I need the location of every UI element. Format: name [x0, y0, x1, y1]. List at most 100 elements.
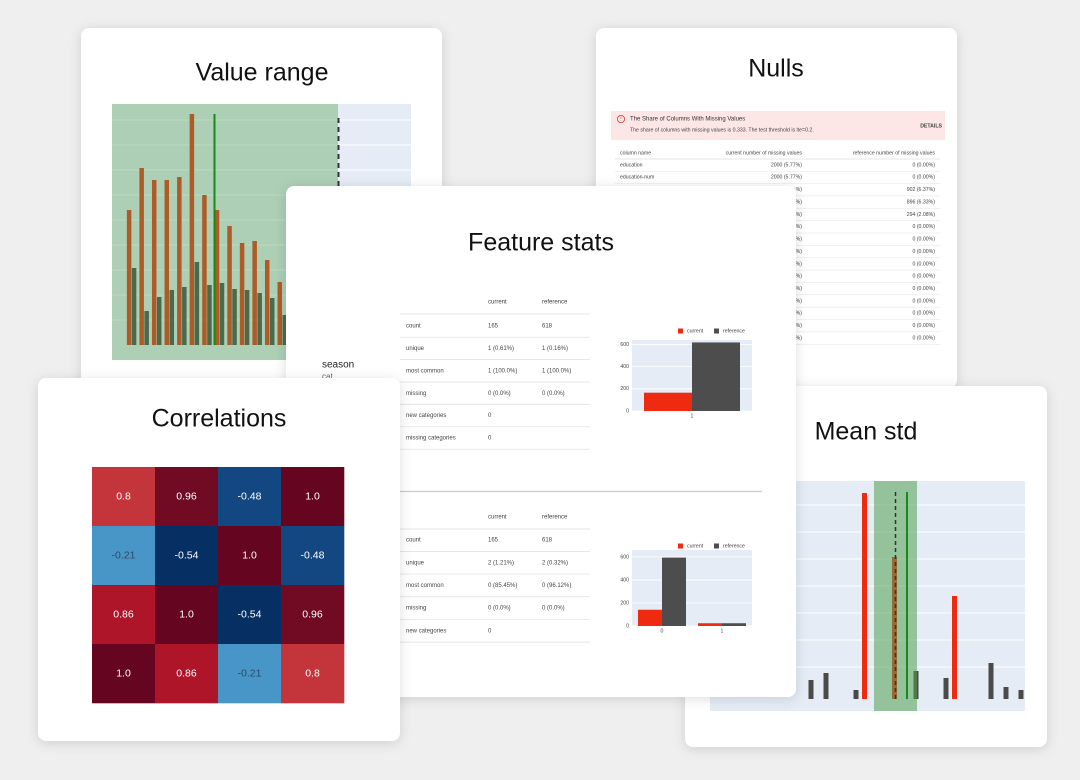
y-tick-label: 400 [620, 364, 629, 370]
column-header: reference [542, 300, 568, 306]
table-cell: %) [796, 335, 803, 341]
heatmap-cell [92, 526, 156, 586]
card-title: Correlations [152, 405, 287, 433]
cell-label: -0.48 [238, 490, 262, 502]
card-title: Value range [196, 59, 329, 87]
alert-icon-text: ! [620, 117, 621, 123]
bar [219, 283, 225, 345]
cell-label: -0.21 [238, 667, 262, 679]
table-cell: 618 [542, 538, 553, 544]
table-cell: %) [796, 237, 803, 243]
cell-label: -0.21 [112, 549, 136, 561]
legend-label: reference [723, 328, 745, 334]
table-cell: %) [796, 274, 803, 280]
card-title: Mean std [815, 418, 918, 446]
table-cell: 0 (96.12%) [542, 583, 571, 589]
bar [131, 268, 137, 345]
table-cell: missing [406, 391, 426, 397]
table-cell: 896 (6.33%) [907, 199, 936, 205]
bar [156, 297, 162, 345]
table-cell: 0 (0.00%) [913, 224, 936, 230]
table-cell: 1 (0.16%) [542, 346, 568, 352]
legend-label: current [687, 543, 704, 549]
table-cell: 2 (0.32%) [542, 560, 568, 566]
bar [139, 168, 144, 345]
bar [194, 262, 200, 345]
table-cell: %) [796, 199, 803, 205]
heatmap-cell [218, 644, 282, 704]
table-cell: 0 [488, 628, 492, 634]
y-tick-label: 600 [620, 342, 629, 348]
cell-label: 0.8 [116, 490, 131, 502]
heatmap-cell [155, 644, 219, 704]
heatmap-cell [218, 585, 282, 645]
bar [277, 282, 283, 345]
heatmap-cell [155, 585, 219, 645]
heatmap-cell [281, 585, 345, 645]
column-header: current [488, 515, 507, 521]
heatmap-cell [281, 467, 345, 527]
std-band [874, 481, 917, 711]
legend-swatch [678, 543, 683, 549]
y-tick-label: 0 [626, 623, 629, 629]
column-header: reference [542, 515, 568, 521]
bar [1003, 687, 1009, 699]
feature-stats-content: current reference count 165 618 unique 1 (0.61… [400, 300, 752, 643]
bar [264, 260, 270, 345]
table-cell: 2000 (5.77%) [771, 162, 802, 168]
table-cell: count [406, 538, 421, 544]
table-cell: missing categories [406, 436, 456, 442]
bar [952, 596, 957, 699]
table-cell: 0 (0.00%) [913, 274, 936, 280]
bar [252, 241, 257, 345]
column-header: current [488, 300, 507, 306]
bar [269, 298, 275, 345]
table-cell: 0 (0.00%) [913, 237, 936, 243]
heatmap-cell [281, 644, 345, 704]
table-cell: most common [406, 583, 444, 589]
table-cell: %) [796, 261, 803, 267]
y-tick-label: 600 [620, 554, 629, 560]
bar [282, 315, 288, 345]
table-cell: 1 (100.0%) [488, 368, 517, 374]
bar [189, 114, 195, 345]
bar [943, 678, 949, 699]
table-cell: 0 (0.00%) [913, 335, 936, 341]
column-header: reference number of missing values [853, 150, 936, 156]
bar [988, 663, 994, 699]
table-cell: 0 (0.00%) [913, 323, 936, 329]
table-cell: 165 [488, 324, 499, 330]
table-cell: missing [406, 606, 426, 612]
heatmap-cell [92, 467, 156, 527]
heatmap-cell [155, 526, 219, 586]
heatmap: 0.8 0.96 -0.48 1.0 -0.21 -0.54 1.0 -0.48 0.86 1.0… [92, 467, 345, 704]
details-button[interactable]: DETAILS [920, 123, 942, 129]
table-cell: 0 (85.45%) [488, 583, 517, 589]
table-cell: 0 (0.0%) [488, 606, 511, 612]
bar [202, 195, 207, 345]
bar [638, 609, 662, 626]
table-cell: 165 [488, 538, 499, 544]
table-cell: 0 (0.0%) [488, 391, 511, 397]
column-header: current number of missing values [726, 150, 803, 156]
bar [169, 290, 175, 345]
table-cell: 0 [488, 436, 492, 442]
cell-label: -0.54 [238, 608, 262, 620]
correlations-card: Correlations 0.8 0.96 -0.48 1.0 -0.21 -0.54 1.… [38, 378, 400, 741]
card-title: Nulls [748, 55, 804, 83]
cell-label: 1.0 [179, 608, 194, 620]
table-cell: 1 (0.61%) [488, 346, 514, 352]
cell-label: 1.0 [116, 667, 131, 679]
cell-label: 0.86 [176, 667, 197, 679]
alert-title: The Share of Columns With Missing Values [630, 117, 745, 123]
bar [257, 293, 262, 345]
table-cell: %) [796, 212, 803, 218]
bar [692, 342, 740, 411]
table-cell: most common [406, 368, 444, 374]
legend-label: current [687, 328, 704, 334]
table-cell: %) [796, 187, 803, 193]
heatmap-cell [155, 467, 219, 527]
table-cell: 294 (2.08%) [907, 212, 936, 218]
bar [214, 210, 220, 345]
